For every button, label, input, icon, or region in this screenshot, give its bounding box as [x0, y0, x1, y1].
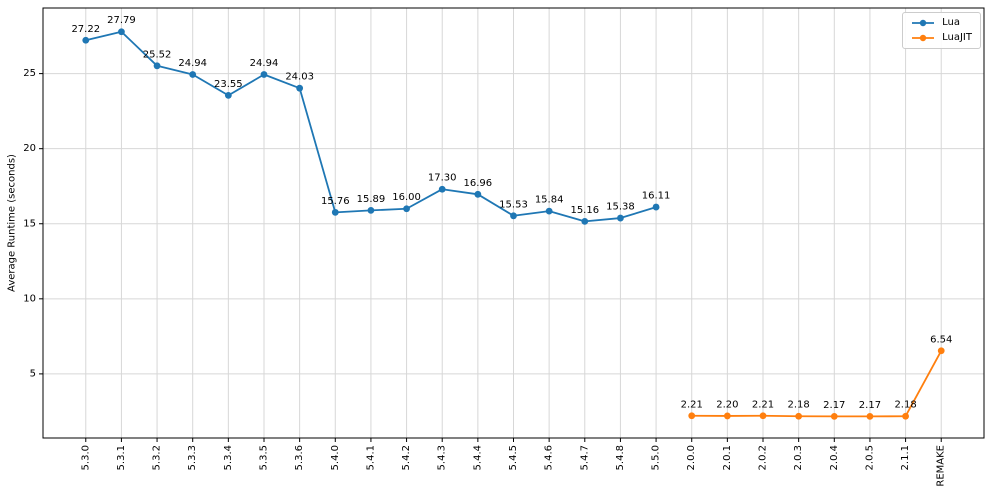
data-point-label: 16.11 [642, 191, 671, 202]
data-point-label: 16.00 [392, 192, 421, 203]
data-point-marker [118, 28, 125, 36]
lua-line-marker-icon [912, 19, 935, 27]
legend-label-luajit: LuaJIT [942, 32, 972, 43]
data-point-marker [795, 412, 803, 420]
x-tick-label: 5.4.4 [472, 445, 483, 470]
data-point-marker [902, 412, 909, 420]
data-point-marker [260, 71, 268, 78]
data-point-label: 15.89 [357, 194, 386, 205]
x-tick-label: 2.0.5 [864, 445, 875, 470]
data-point-marker [937, 347, 945, 355]
x-tick-label: 2.0.4 [829, 445, 840, 470]
series-luajit: 2.21 2.20 2.21 2.18 2.17 2.17 2.18 6.54 [681, 334, 952, 420]
legend-item-lua: Lua [910, 17, 972, 29]
x-tick-label: 2.0.0 [686, 445, 697, 470]
data-point-marker [189, 71, 197, 78]
luajit-line-marker-icon [912, 34, 935, 42]
legend-label-lua: Lua [942, 17, 960, 28]
x-tick-label: 2.0.1 [722, 445, 733, 470]
data-point-label: 2.21 [681, 399, 703, 410]
data-point-label: 2.18 [894, 400, 916, 411]
data-point-marker [723, 412, 731, 420]
data-point-marker [153, 62, 161, 70]
grid-lines [43, 8, 984, 438]
data-point-marker [866, 412, 874, 420]
data-point-marker [545, 207, 553, 215]
x-tick-label: 5.4.7 [579, 445, 590, 470]
data-point-label: 17.30 [428, 173, 457, 184]
data-point-label: 27.79 [107, 15, 136, 26]
y-tick-label: 5 [30, 368, 36, 379]
x-tick-label: 5.4.6 [544, 445, 555, 470]
x-tick-label: 5.4.0 [330, 445, 341, 470]
data-point-label: 2.20 [716, 399, 738, 410]
data-point-marker [296, 84, 304, 92]
x-tick-label: 2.0.3 [793, 445, 804, 470]
data-point-label: 15.53 [499, 199, 528, 210]
x-tick-label: 5.4.2 [401, 445, 412, 470]
data-point-label: 6.54 [930, 334, 952, 345]
data-point-marker [759, 412, 767, 420]
x-tick-label: 5.3.0 [80, 445, 91, 470]
x-tick-label: 2.0.2 [758, 445, 769, 470]
y-axis: 5 10 15 20 25 Average Runtime (seconds) [7, 68, 43, 379]
data-point-label: 2.18 [788, 400, 810, 411]
series-lua: 27.22 27.79 25.52 24.94 23.55 24.94 24.03 15.76… [71, 15, 670, 225]
x-tick-label: REMAKE [936, 445, 947, 487]
data-point-marker [438, 185, 446, 193]
data-point-label: 23.55 [214, 79, 243, 90]
data-point-label: 2.17 [859, 400, 881, 411]
data-point-marker [367, 206, 375, 214]
y-tick-label: 25 [23, 68, 36, 79]
data-point-marker [403, 205, 410, 213]
data-point-label: 25.52 [143, 49, 172, 60]
data-point-marker [830, 412, 838, 420]
x-tick-label: 2.1.1 [900, 445, 911, 470]
x-tick-label: 5.3.6 [294, 445, 305, 470]
data-point-marker [331, 208, 339, 216]
data-point-label: 27.22 [71, 24, 100, 35]
data-point-marker [688, 412, 696, 420]
x-tick-label: 5.3.4 [223, 445, 234, 470]
data-point-marker [224, 91, 232, 99]
legend-item-luajit: LuaJIT [910, 32, 972, 44]
x-tick-label: 5.3.5 [258, 445, 269, 470]
x-tick-label: 5.4.5 [508, 445, 519, 470]
data-point-label: 15.16 [570, 205, 599, 216]
x-tick-label: 5.4.1 [365, 445, 376, 470]
x-tick-label: 5.3.3 [187, 445, 198, 470]
data-point-marker [617, 214, 624, 222]
data-point-label: 2.17 [823, 400, 845, 411]
data-point-marker [510, 212, 517, 220]
y-tick-label: 15 [23, 218, 36, 229]
y-tick-label: 10 [23, 293, 36, 304]
data-point-label: 15.84 [535, 195, 564, 206]
data-point-marker [652, 203, 660, 211]
data-point-label: 15.76 [321, 196, 350, 207]
data-point-marker [581, 217, 589, 225]
y-axis-label: Average Runtime (seconds) [7, 154, 18, 292]
data-point-marker [474, 190, 482, 198]
x-tick-label: 5.4.3 [437, 445, 448, 470]
x-tick-label: 5.3.1 [116, 445, 127, 470]
data-point-label: 24.94 [250, 58, 279, 69]
x-tick-label: 5.3.2 [152, 445, 163, 470]
data-point-marker [82, 36, 90, 44]
data-point-label: 16.96 [464, 178, 493, 189]
data-point-label: 15.38 [606, 202, 635, 213]
x-axis: 5.3.0 5.3.1 5.3.2 5.3.3 5.3.4 5.3.5 5.3.6 5.4.0… [80, 438, 947, 487]
x-tick-label: 5.5.0 [651, 445, 662, 470]
x-tick-label: 5.4.8 [615, 445, 626, 470]
data-point-label: 24.94 [178, 58, 207, 69]
chart-legend: Lua LuaJIT [902, 12, 981, 49]
data-point-label: 2.21 [752, 399, 774, 410]
y-tick-label: 20 [23, 143, 36, 154]
data-point-label: 24.03 [285, 72, 314, 83]
